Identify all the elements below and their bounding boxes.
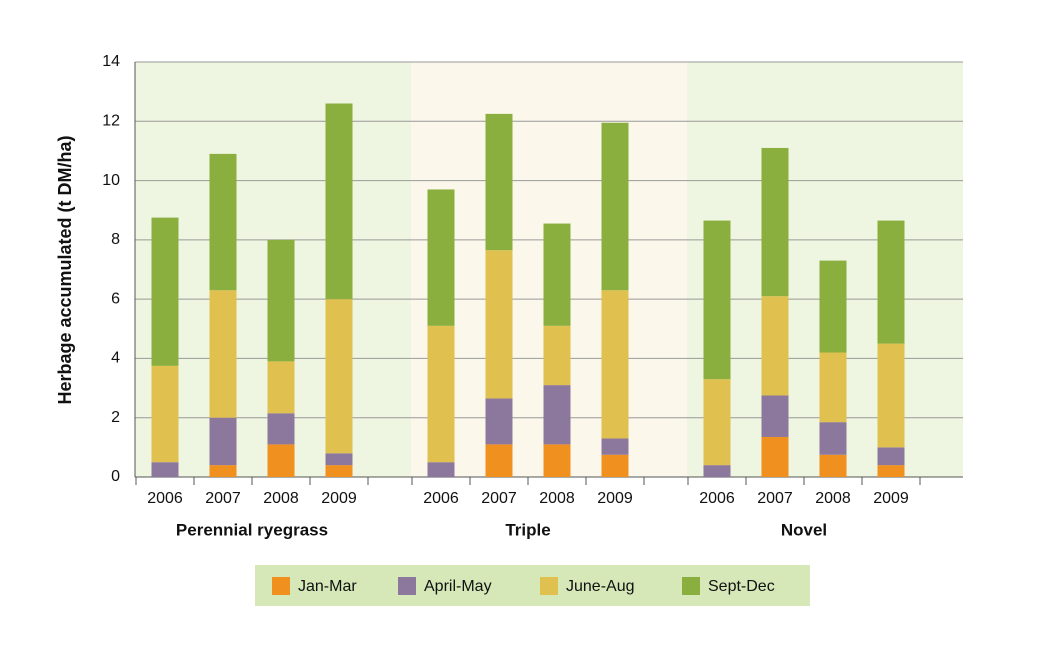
bar-segment [543, 223, 571, 326]
bar-segment [427, 189, 455, 326]
bar-segment [485, 444, 513, 477]
bar-segment [877, 465, 905, 477]
x-tick-label: 2009 [873, 490, 909, 507]
bar-segment [267, 413, 295, 445]
y-tick-label: 8 [111, 231, 120, 248]
bar-segment [209, 290, 237, 418]
bar-segment [267, 444, 295, 477]
bar-segment [703, 465, 731, 477]
bar-segment [877, 447, 905, 466]
bar-segment [543, 385, 571, 445]
bar-segment [209, 153, 237, 291]
x-tick-label: 2009 [321, 490, 357, 507]
bar-segment [877, 220, 905, 344]
x-tick-label: 2007 [205, 490, 241, 507]
bar-segment [325, 299, 353, 454]
bar-segment [267, 361, 295, 414]
bar-segment [819, 422, 847, 455]
bar-segment [761, 296, 789, 396]
bar-segment [601, 454, 629, 477]
bar-segment [151, 365, 179, 463]
group-label: Triple [505, 520, 550, 539]
group-label: Novel [781, 520, 827, 539]
bar-segment [209, 417, 237, 466]
x-tick-label: 2006 [147, 490, 183, 507]
bar-segment [819, 454, 847, 477]
bar-segment [427, 325, 455, 463]
bar-segment [485, 113, 513, 251]
bar-segment [209, 465, 237, 477]
x-tick-label: 2008 [263, 490, 299, 507]
y-tick-label: 4 [111, 350, 120, 367]
x-tick-label: 2008 [539, 490, 575, 507]
bar-segment [151, 462, 179, 477]
legend-swatch [398, 577, 416, 595]
y-tick-label: 12 [102, 113, 120, 130]
legend-label: Jan-Mar [298, 578, 357, 595]
bar-segment [543, 444, 571, 477]
x-tick-label: 2006 [423, 490, 459, 507]
bar-segment [427, 462, 455, 477]
bar-segment [485, 398, 513, 445]
legend-swatch [272, 577, 290, 595]
legend-swatch [682, 577, 700, 595]
bar-segment [325, 103, 353, 300]
x-tick-label: 2007 [757, 490, 793, 507]
bar-segment [267, 239, 295, 362]
bar-segment [601, 290, 629, 439]
x-tick-label: 2009 [597, 490, 633, 507]
y-axis-label: Herbage accumulated (t DM/ha) [55, 135, 75, 404]
bar-segment [485, 250, 513, 399]
bar-segment [819, 352, 847, 423]
bar-segment [877, 343, 905, 448]
group-label: Perennial ryegrass [176, 520, 328, 539]
bar-segment [703, 220, 731, 380]
x-tick-label: 2007 [481, 490, 517, 507]
bar-segment [325, 453, 353, 466]
bar-segment [761, 395, 789, 437]
y-tick-label: 0 [111, 468, 120, 485]
legend-box [255, 565, 810, 606]
bar-segment [761, 436, 789, 477]
bar-segment [601, 438, 629, 455]
bar-segment [761, 147, 789, 297]
bar-segment [819, 260, 847, 353]
bar-segment [543, 325, 571, 386]
y-tick-label: 10 [102, 172, 120, 189]
bar-segment [325, 465, 353, 477]
bar-segment [151, 217, 179, 366]
bar-segment [601, 122, 629, 291]
legend-label: Sept-Dec [708, 578, 775, 595]
legend-label: April-May [424, 578, 492, 595]
y-tick-label: 2 [111, 409, 120, 426]
legend-label: June-Aug [566, 578, 635, 595]
x-tick-label: 2006 [699, 490, 735, 507]
legend-swatch [540, 577, 558, 595]
y-tick-label: 14 [102, 53, 120, 70]
y-tick-label: 6 [111, 290, 120, 307]
bar-segment [703, 379, 731, 466]
x-tick-label: 2008 [815, 490, 851, 507]
